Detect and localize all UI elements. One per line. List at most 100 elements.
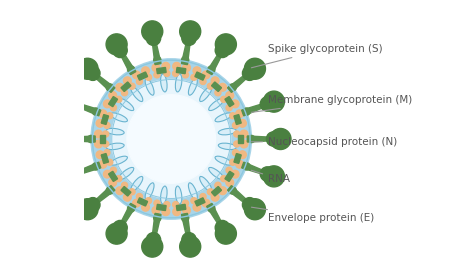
Circle shape <box>152 64 160 71</box>
Circle shape <box>193 203 201 211</box>
Circle shape <box>226 167 232 173</box>
Polygon shape <box>242 162 266 175</box>
Ellipse shape <box>145 183 154 200</box>
Circle shape <box>145 74 152 80</box>
Circle shape <box>243 163 250 170</box>
Circle shape <box>127 66 135 73</box>
Circle shape <box>142 236 163 257</box>
Circle shape <box>202 199 210 207</box>
Polygon shape <box>157 204 166 210</box>
Circle shape <box>234 141 240 147</box>
Circle shape <box>182 31 196 45</box>
Circle shape <box>181 56 189 64</box>
Circle shape <box>215 43 230 58</box>
Circle shape <box>243 108 250 115</box>
Circle shape <box>208 66 215 73</box>
Text: Membrane glycoprotein (M): Membrane glycoprotein (M) <box>252 95 412 112</box>
Circle shape <box>110 105 117 111</box>
Circle shape <box>58 91 79 112</box>
Circle shape <box>77 199 98 220</box>
Circle shape <box>238 120 246 127</box>
Circle shape <box>104 100 111 108</box>
Polygon shape <box>195 198 205 206</box>
Circle shape <box>191 74 197 80</box>
Circle shape <box>238 151 246 158</box>
Ellipse shape <box>145 78 154 95</box>
Circle shape <box>236 160 243 168</box>
Circle shape <box>129 189 135 195</box>
Circle shape <box>116 83 124 91</box>
Circle shape <box>173 202 179 208</box>
Circle shape <box>104 150 110 156</box>
Circle shape <box>154 56 161 64</box>
Circle shape <box>181 214 189 222</box>
Polygon shape <box>242 103 266 116</box>
Circle shape <box>180 21 201 42</box>
Polygon shape <box>176 204 186 210</box>
Circle shape <box>106 84 113 91</box>
Circle shape <box>182 200 189 206</box>
Circle shape <box>109 179 117 186</box>
Ellipse shape <box>176 74 182 92</box>
Polygon shape <box>248 136 271 142</box>
Circle shape <box>229 84 236 91</box>
Ellipse shape <box>215 113 232 122</box>
Circle shape <box>183 64 190 71</box>
Circle shape <box>211 77 219 85</box>
Circle shape <box>123 77 131 85</box>
Circle shape <box>182 72 189 78</box>
Circle shape <box>122 182 128 188</box>
Circle shape <box>164 202 170 208</box>
Ellipse shape <box>176 186 182 204</box>
Circle shape <box>122 90 128 96</box>
Circle shape <box>260 167 274 181</box>
Circle shape <box>94 140 102 148</box>
Circle shape <box>91 59 252 219</box>
Circle shape <box>62 132 76 146</box>
Circle shape <box>226 92 234 99</box>
Circle shape <box>77 58 98 79</box>
Ellipse shape <box>215 156 232 165</box>
Polygon shape <box>120 203 136 226</box>
Circle shape <box>106 223 127 244</box>
Polygon shape <box>137 198 148 206</box>
Ellipse shape <box>111 156 127 165</box>
Circle shape <box>215 90 221 96</box>
Ellipse shape <box>209 167 223 179</box>
Circle shape <box>107 159 113 165</box>
Circle shape <box>215 220 230 235</box>
Circle shape <box>230 113 236 119</box>
Circle shape <box>240 130 248 138</box>
Circle shape <box>233 122 238 128</box>
Circle shape <box>173 62 180 70</box>
Circle shape <box>142 67 149 75</box>
Circle shape <box>260 97 274 111</box>
Circle shape <box>113 220 127 235</box>
Polygon shape <box>234 153 241 163</box>
Circle shape <box>58 166 79 187</box>
Polygon shape <box>228 74 249 93</box>
Circle shape <box>211 193 219 201</box>
Circle shape <box>216 223 236 244</box>
Circle shape <box>92 108 99 115</box>
Circle shape <box>142 21 163 42</box>
Circle shape <box>154 214 161 222</box>
Circle shape <box>96 151 104 158</box>
Circle shape <box>145 198 152 204</box>
Circle shape <box>173 208 180 216</box>
Circle shape <box>244 199 266 220</box>
Circle shape <box>154 72 160 78</box>
Circle shape <box>86 198 100 212</box>
Circle shape <box>127 205 135 212</box>
Circle shape <box>208 205 215 212</box>
Circle shape <box>243 66 257 80</box>
Circle shape <box>136 78 143 85</box>
Circle shape <box>180 236 201 257</box>
Polygon shape <box>101 115 108 125</box>
Circle shape <box>263 91 284 112</box>
Circle shape <box>92 163 99 170</box>
Circle shape <box>162 62 170 70</box>
Circle shape <box>106 187 113 194</box>
Circle shape <box>243 198 257 212</box>
Circle shape <box>216 34 236 55</box>
